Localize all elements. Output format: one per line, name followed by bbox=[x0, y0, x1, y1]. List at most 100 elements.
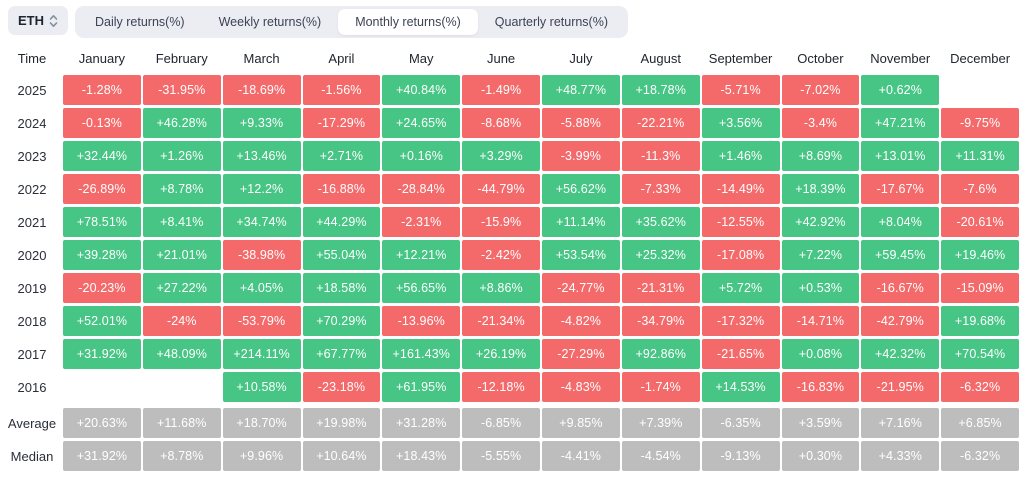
return-cell: +8.78% bbox=[142, 441, 221, 471]
return-cell: +7.16% bbox=[861, 408, 940, 438]
month-header-june: June bbox=[486, 51, 516, 66]
return-cell: -16.83% bbox=[781, 372, 860, 402]
return-cell: +11.31% bbox=[941, 141, 1019, 171]
return-cell: -15.09% bbox=[941, 273, 1019, 303]
table-header-row: Time January February March April May June Jul… bbox=[3, 47, 1019, 66]
return-cell: -20.61% bbox=[941, 207, 1019, 237]
return-cell: +12.2% bbox=[222, 174, 301, 204]
return-cell: -21.65% bbox=[701, 339, 780, 369]
month-header-february: February bbox=[155, 51, 208, 66]
month-header-july: July bbox=[569, 51, 593, 66]
tab-weekly[interactable]: Weekly returns(%) bbox=[218, 15, 322, 29]
month-header-april: April bbox=[328, 51, 355, 66]
return-cell: +78.51% bbox=[63, 207, 141, 237]
row-label: 2022 bbox=[17, 181, 47, 197]
return-cell: +46.28% bbox=[142, 108, 221, 138]
return-cell: +4.33% bbox=[861, 441, 940, 471]
return-cell: +7.39% bbox=[621, 408, 700, 438]
return-cell: -15.9% bbox=[462, 207, 540, 237]
return-cell: +27.22% bbox=[142, 273, 221, 303]
return-cell: -53.79% bbox=[222, 306, 301, 336]
return-cell: +24.65% bbox=[382, 108, 461, 138]
monthly-returns-heatmap: Time January February March April May June Jul… bbox=[3, 47, 1019, 471]
return-cell: +44.29% bbox=[302, 207, 381, 237]
return-cell: +0.62% bbox=[861, 75, 940, 105]
return-cell: +161.43% bbox=[382, 339, 461, 369]
return-cell: +52.01% bbox=[63, 306, 141, 336]
return-cell: +7.22% bbox=[781, 240, 860, 270]
table-row-2022: 2022 -26.89% +8.78% +12.2% -16.88% -28.84% -44… bbox=[3, 174, 1019, 204]
return-cell: +61.95% bbox=[382, 372, 461, 402]
return-cell: -42.79% bbox=[861, 306, 940, 336]
return-cell: -4.83% bbox=[542, 372, 620, 402]
return-cell: +9.96% bbox=[222, 441, 301, 471]
time-column-header: Time bbox=[17, 51, 47, 66]
return-cell: -6.35% bbox=[701, 408, 780, 438]
return-cell: +18.39% bbox=[781, 174, 860, 204]
up-down-caret-icon bbox=[49, 14, 58, 28]
tab-monthly[interactable]: Monthly returns(%) bbox=[338, 9, 478, 35]
tab-quarterly[interactable]: Quarterly returns(%) bbox=[494, 15, 609, 29]
return-cell: -6.32% bbox=[941, 441, 1019, 471]
return-cell: -17.29% bbox=[302, 108, 381, 138]
return-cell: +8.41% bbox=[142, 207, 221, 237]
return-cell: -5.88% bbox=[542, 108, 620, 138]
return-cell: +26.19% bbox=[462, 339, 540, 369]
return-cell: -8.68% bbox=[462, 108, 540, 138]
return-cell: -28.84% bbox=[382, 174, 461, 204]
return-cell: -16.88% bbox=[302, 174, 381, 204]
return-cell: +10.64% bbox=[302, 441, 381, 471]
tab-daily[interactable]: Daily returns(%) bbox=[95, 15, 185, 29]
return-cell: -0.13% bbox=[63, 108, 141, 138]
return-cell: -31.95% bbox=[142, 75, 221, 105]
return-cell: -4.82% bbox=[542, 306, 620, 336]
table-row-2019: 2019 -20.23% +27.22% +4.05% +18.58% +56.65% +8… bbox=[3, 273, 1019, 303]
return-cell: -17.08% bbox=[701, 240, 780, 270]
return-cell: +12.21% bbox=[382, 240, 461, 270]
return-cell: +11.14% bbox=[542, 207, 620, 237]
return-cell: -2.42% bbox=[462, 240, 540, 270]
return-cell: +0.16% bbox=[382, 141, 461, 171]
return-cell: -24% bbox=[142, 306, 221, 336]
return-cell: -7.6% bbox=[941, 174, 1019, 204]
return-cell: +42.32% bbox=[861, 339, 940, 369]
row-label: Average bbox=[7, 415, 57, 431]
table-row-2020: 2020 +39.28% +21.01% -38.98% +55.04% +12.21% -… bbox=[3, 240, 1019, 270]
row-label: 2019 bbox=[17, 280, 47, 296]
return-cell: -3.99% bbox=[542, 141, 620, 171]
return-cell: -34.79% bbox=[621, 306, 700, 336]
table-body: 2025 -1.28% -31.95% -18.69% -1.56% +40.84% -1.… bbox=[3, 75, 1019, 471]
row-label: Median bbox=[10, 448, 54, 464]
return-cell: -1.28% bbox=[63, 75, 141, 105]
return-cell: +0.08% bbox=[781, 339, 860, 369]
row-label: 2023 bbox=[17, 148, 47, 164]
return-cell: +1.46% bbox=[701, 141, 780, 171]
return-cell: +53.54% bbox=[542, 240, 620, 270]
month-header-december: December bbox=[950, 51, 1011, 66]
table-row-2017: 2017 +31.92% +48.09% +214.11% +67.77% +161.43… bbox=[3, 339, 1019, 369]
return-cell: +0.53% bbox=[781, 273, 860, 303]
asset-selector[interactable]: ETH bbox=[8, 6, 68, 35]
return-cell: +8.86% bbox=[462, 273, 540, 303]
row-label: 2021 bbox=[17, 214, 47, 230]
empty-cell bbox=[143, 372, 221, 402]
return-cell: -38.98% bbox=[222, 240, 301, 270]
return-cell: +42.92% bbox=[781, 207, 860, 237]
return-cell: -4.41% bbox=[542, 441, 620, 471]
return-cell: -21.95% bbox=[861, 372, 940, 402]
return-cell: +20.63% bbox=[63, 408, 141, 438]
return-cell: +8.78% bbox=[142, 174, 221, 204]
return-cell: +21.01% bbox=[142, 240, 221, 270]
return-cell: -44.79% bbox=[462, 174, 540, 204]
return-cell: +1.26% bbox=[142, 141, 221, 171]
return-cell: -12.18% bbox=[462, 372, 540, 402]
month-header-september: September bbox=[708, 51, 773, 66]
return-cell: +31.92% bbox=[63, 441, 141, 471]
return-cell: -23.18% bbox=[302, 372, 381, 402]
return-cell: -21.34% bbox=[462, 306, 540, 336]
return-cell: +0.30% bbox=[781, 441, 860, 471]
topbar: ETH Daily returns(%) Weekly returns(%) Mon… bbox=[0, 0, 1024, 38]
row-label: 2024 bbox=[17, 115, 47, 131]
row-label: 2025 bbox=[17, 82, 47, 98]
return-cell: +40.84% bbox=[382, 75, 461, 105]
